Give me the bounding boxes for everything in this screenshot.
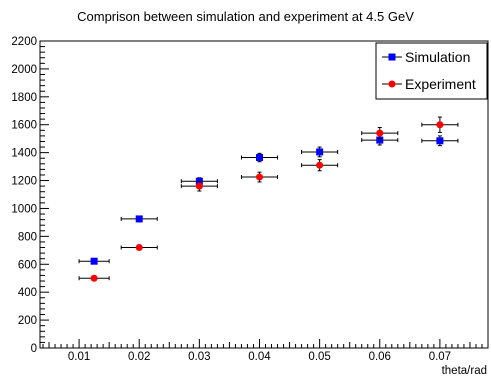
y-tick-label: 1600: [11, 120, 37, 132]
data-point-experiment: [90, 274, 98, 282]
data-point-simulation: [376, 136, 384, 144]
data-point-experiment: [376, 129, 384, 137]
data-point-experiment: [316, 161, 324, 169]
x-tick-label: 0.02: [128, 351, 150, 363]
data-point-simulation: [90, 257, 98, 265]
x-tick-label: 0.04: [248, 351, 271, 363]
data-marks: [78, 116, 459, 282]
data-point-simulation: [316, 148, 324, 156]
y-tick-label: 600: [18, 259, 37, 271]
legend-label: Experiment: [405, 76, 476, 92]
y-tick-label: 2000: [11, 64, 37, 76]
legend-marker-experiment: [388, 80, 396, 88]
y-tick-label: 200: [18, 315, 37, 327]
y-tick-label: 400: [18, 287, 37, 299]
y-tick-label: 800: [18, 231, 37, 243]
y-tick-label: 1000: [11, 203, 37, 215]
data-point-experiment: [135, 244, 143, 252]
y-tick-label: 1200: [11, 176, 37, 188]
data-point-experiment: [436, 121, 444, 129]
x-axis-label: theta/rad: [442, 365, 487, 377]
legend-marker-simulation: [388, 53, 396, 61]
x-tick-label: 0.07: [429, 351, 451, 363]
x-tick-label: 0.01: [68, 351, 90, 363]
x-tick-label: 0.06: [369, 351, 391, 363]
y-tick-label: 1400: [11, 148, 37, 160]
data-point-simulation: [255, 154, 263, 162]
legend-label: Simulation: [405, 49, 470, 65]
axes: 0 200 400 600 800 1000 1200 1400 1600 1800 2000 220…: [11, 36, 489, 377]
data-point-experiment: [195, 182, 203, 190]
chart-title: Comprison between simulation and experim…: [77, 9, 414, 24]
y-tick-label: 0: [31, 343, 37, 355]
x-tick-label: 0.03: [188, 351, 210, 363]
plot-frame: [39, 40, 489, 349]
data-point-simulation: [436, 137, 444, 145]
data-point-experiment: [255, 173, 263, 181]
x-tick-label: 0.05: [308, 351, 330, 363]
legend-box: [375, 42, 488, 100]
series-simulation: [78, 134, 459, 265]
y-tick-label: 2200: [11, 36, 37, 48]
y-tick-label: 1800: [11, 92, 37, 104]
series-experiment: [78, 116, 459, 282]
data-point-simulation: [135, 215, 143, 223]
legend: Simulation Experiment: [375, 42, 488, 100]
